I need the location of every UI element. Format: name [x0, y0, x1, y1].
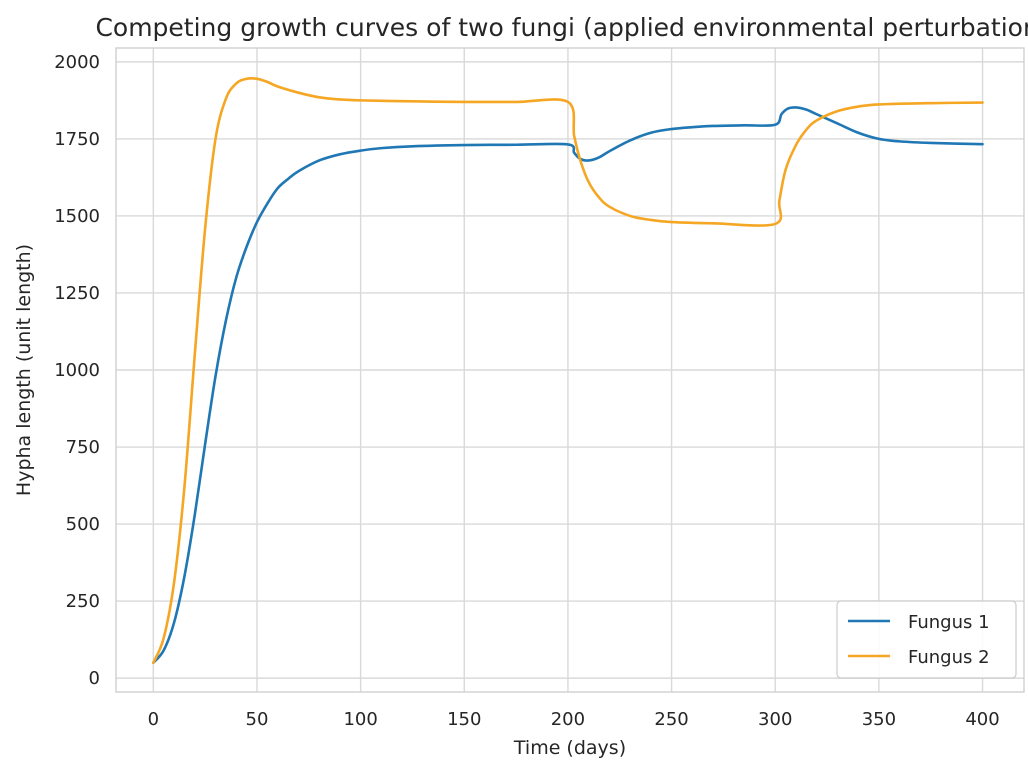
series-line-fungus-1 [152, 106, 984, 665]
y-tick-labels: 0 250 500 750 1000 1250 1500 1750 2000 [54, 52, 100, 689]
y-tick-label: 1500 [54, 206, 100, 227]
plot-frame [115, 47, 1025, 693]
x-tick-label: 300 [758, 709, 792, 730]
series-line-fungus-2 [152, 77, 984, 665]
y-tick-label: 750 [66, 437, 100, 458]
y-tick-label: 500 [66, 514, 100, 535]
y-tick-label: 2000 [54, 52, 100, 73]
x-tick-label: 250 [654, 709, 688, 730]
legend-label-fungus-1: Fungus 1 [908, 612, 990, 633]
x-tick-label: 400 [965, 709, 999, 730]
legend: Fungus 1 Fungus 2 [836, 600, 1017, 679]
y-tick-label: 0 [89, 668, 100, 689]
x-tick-label: 150 [447, 709, 481, 730]
x-tick-labels: 0 50 100 150 200 250 300 350 400 [148, 709, 1000, 730]
x-tick-label: 200 [551, 709, 585, 730]
y-tick-label: 1250 [54, 283, 100, 304]
x-tick-label: 350 [862, 709, 896, 730]
x-tick-label: 100 [343, 709, 377, 730]
series-lines [152, 77, 984, 665]
x-axis-label: Time (days) [513, 737, 626, 759]
legend-label-fungus-2: Fungus 2 [908, 647, 990, 668]
y-tick-label: 1750 [54, 129, 100, 150]
y-axis-label: Hypha length (unit length) [13, 244, 35, 496]
x-tick-label: 0 [148, 709, 159, 730]
grid [116, 48, 1024, 692]
y-tick-label: 250 [66, 591, 100, 612]
x-tick-label: 50 [246, 709, 269, 730]
y-tick-label: 1000 [54, 360, 100, 381]
chart-title: Competing growth curves of two fungi (ap… [95, 13, 1028, 42]
